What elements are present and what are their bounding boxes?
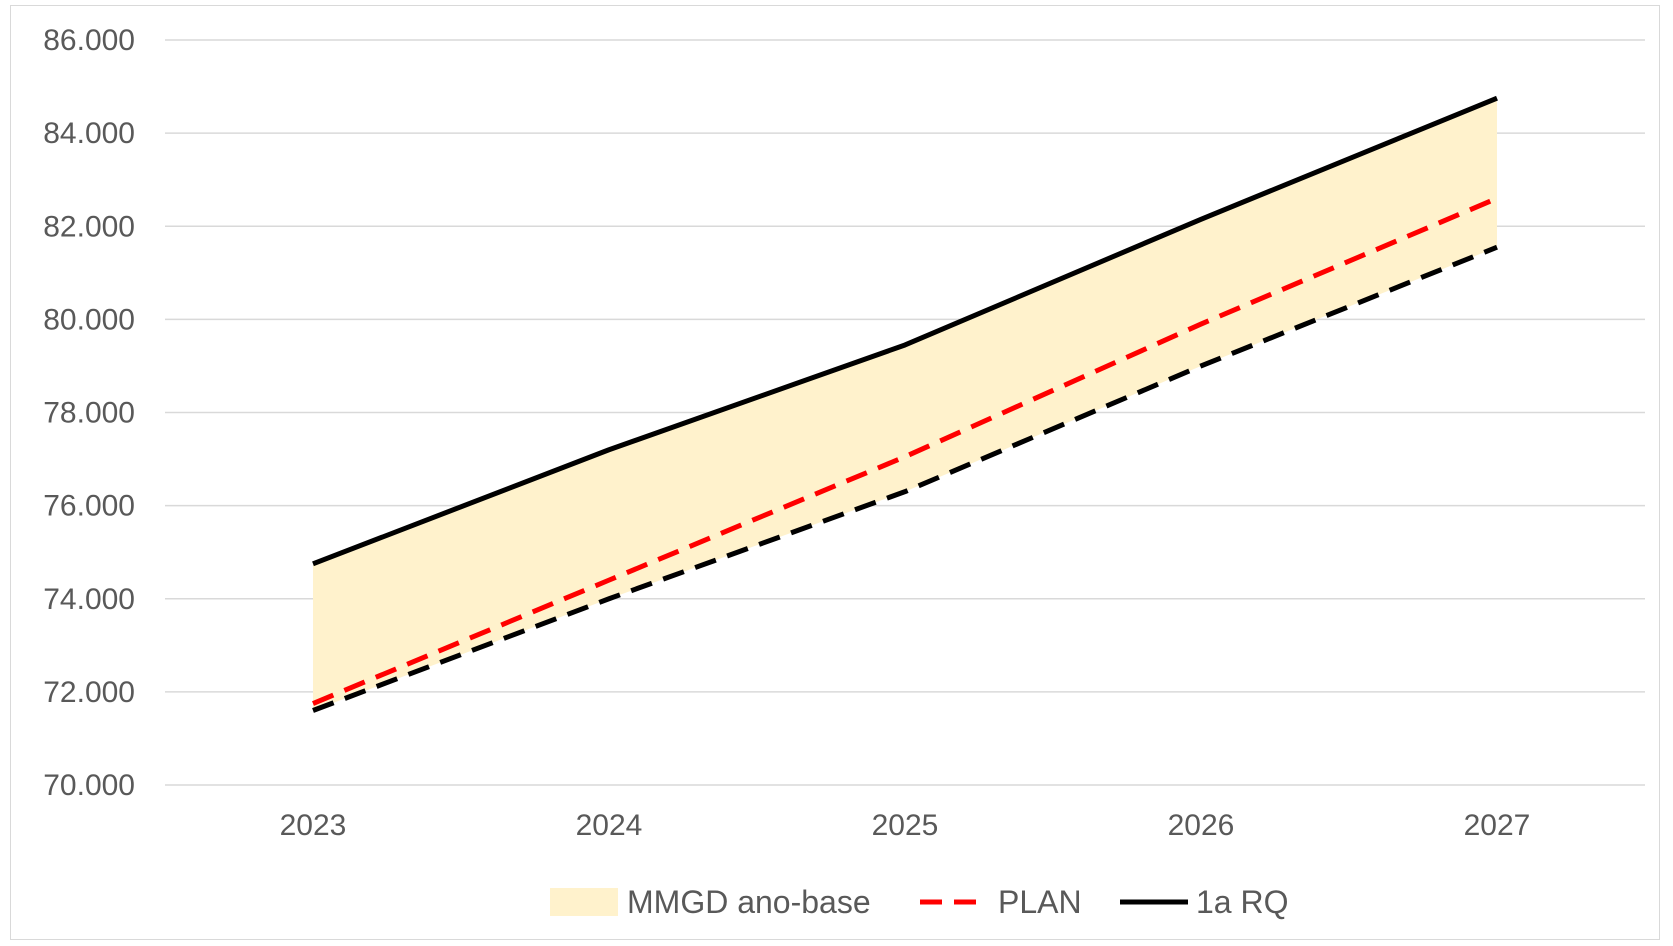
- band-mmgd-ano-base: [313, 98, 1497, 711]
- legend-swatch-band: [550, 888, 618, 916]
- y-tick-label: 72.000: [43, 676, 135, 709]
- y-tick-label: 78.000: [43, 397, 135, 430]
- y-tick-label: 70.000: [43, 769, 135, 802]
- series-line-plan: [312, 196, 1498, 706]
- legend-label-1a-rq: 1a RQ: [1196, 884, 1288, 920]
- legend-label-band: MMGD ano-base: [627, 884, 871, 920]
- legend-label-plan: PLAN: [998, 884, 1082, 920]
- series-line-1a-rq: [312, 95, 1498, 567]
- band-area: [313, 98, 1497, 711]
- y-tick-label: 76.000: [43, 490, 135, 523]
- x-tick-label: 2023: [280, 809, 347, 842]
- x-axis-ticks: 2023 2024 2025 2026 2027: [280, 809, 1531, 842]
- legend: MMGD ano-base PLAN 1a RQ: [550, 884, 1288, 920]
- y-tick-label: 80.000: [43, 303, 135, 336]
- y-tick-label: 74.000: [43, 583, 135, 616]
- series-lines: [312, 95, 1498, 713]
- y-tick-label: 84.000: [43, 117, 135, 150]
- y-tick-label: 82.000: [43, 210, 135, 243]
- x-tick-label: 2027: [1464, 809, 1531, 842]
- x-tick-label: 2025: [872, 809, 939, 842]
- x-tick-label: 2024: [576, 809, 643, 842]
- series-line-lower-bound: [312, 244, 1498, 713]
- y-tick-label: 86.000: [43, 24, 135, 57]
- y-axis-ticks: 70.000 72.000 74.000 76.000 78.000 80.000 82.0…: [43, 24, 135, 802]
- x-tick-label: 2026: [1168, 809, 1235, 842]
